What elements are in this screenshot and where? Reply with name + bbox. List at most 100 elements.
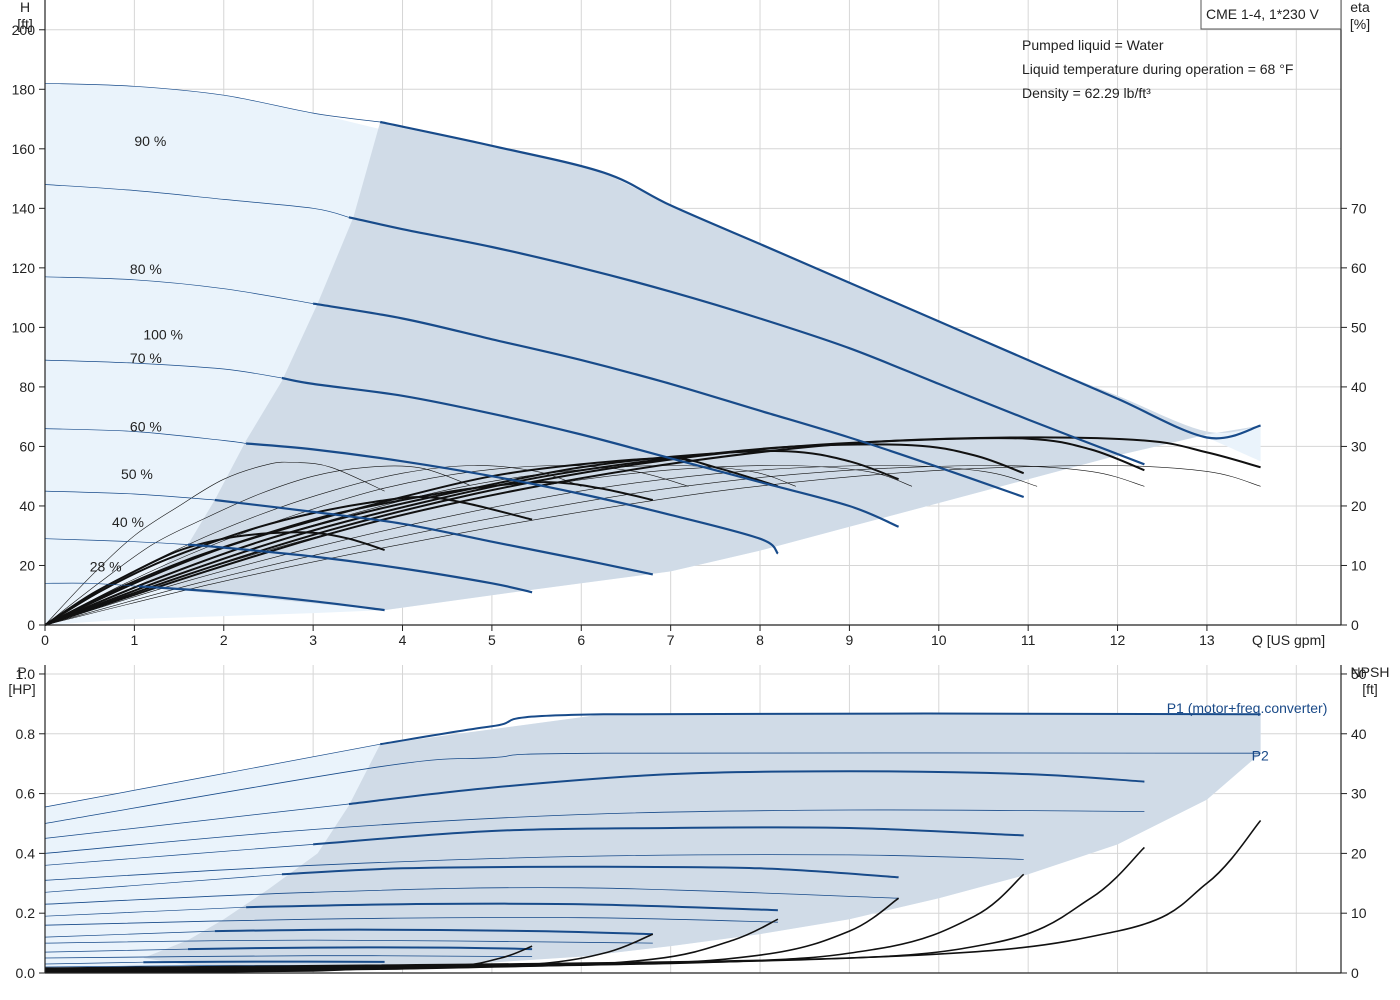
- bottom-right-ylabel-symbol: NPSH: [1351, 664, 1390, 680]
- head-curve-7: [187, 543, 533, 594]
- efficiency-curve-16: [44, 437, 1145, 626]
- xtick-label: 3: [309, 632, 317, 648]
- efficiency-curve-15: [44, 443, 1025, 626]
- top-right-ytick-label: 20: [1351, 498, 1367, 514]
- bottom-ytick-label: 1.0: [16, 666, 36, 682]
- top-ytick-label: 140: [12, 200, 36, 216]
- chart-title: CME 1-4, 1*230 V: [1206, 6, 1319, 22]
- efficiency-curve-13: [44, 457, 779, 626]
- p1-curve-8: [143, 960, 385, 964]
- p1-curve-thin-2: [44, 803, 349, 839]
- p2-curve-4: [44, 887, 899, 905]
- head-curve-2: [348, 216, 1145, 466]
- speed-label-7: 40 %: [112, 514, 144, 530]
- speed-label-4: 70 %: [130, 350, 162, 366]
- top-ylabel-unit: [ft]: [17, 16, 33, 32]
- speed-label-1: 100 %: [143, 326, 183, 342]
- top-right-ytick-label: 40: [1351, 379, 1367, 395]
- p2-curve-3: [44, 854, 1024, 881]
- npsh-curve-8: [44, 819, 1262, 969]
- head-curve-thin-7: [44, 538, 189, 545]
- top-ytick-label: 180: [12, 81, 36, 97]
- bottom-ytick-label: 0.8: [16, 726, 36, 742]
- head-curve-8: [138, 585, 385, 612]
- top-right-ylabel-unit: [%]: [1350, 16, 1370, 32]
- bottom-right-ytick-label: 30: [1351, 786, 1367, 802]
- p1-curve-thin-7: [44, 948, 189, 953]
- xtick-label: 7: [667, 632, 675, 648]
- power-series-label-2: P2: [1252, 748, 1269, 764]
- power-npsh-panel: P1 (motor+freq.converter) P2 0.0 0.2 0.4 0.6 0…: [16, 665, 1367, 981]
- head-curve-5: [246, 442, 779, 555]
- power-series-label-1: P1 (motor+freq.converter): [1167, 700, 1328, 716]
- p1-curve-thin-3: [44, 844, 314, 866]
- top-ytick-label: 160: [12, 141, 36, 157]
- title-box: [1200, 0, 1342, 30]
- speed-label-8: 28 %: [90, 558, 122, 574]
- top-ytick-label: 0: [27, 617, 35, 633]
- power-preferred-range-area: [143, 714, 1261, 971]
- bottom-right-ytick-label: 20: [1351, 845, 1367, 861]
- bottom-right-ytick-label: 10: [1351, 905, 1367, 921]
- bottom-ytick-label: 0.4: [16, 845, 36, 861]
- xtick-label: 0: [41, 632, 49, 648]
- head-curve-thin-8: [44, 582, 139, 587]
- top-ytick-label: 60: [19, 438, 35, 454]
- top-right-ytick-label: 30: [1351, 438, 1367, 454]
- top-right-ylabel-symbol: eta: [1350, 0, 1370, 15]
- efficiency-curve-14: [44, 449, 899, 626]
- efficiency-curve-2: [44, 465, 470, 626]
- speed-label-2: 90 %: [134, 133, 166, 149]
- xtick-label: 10: [931, 632, 947, 648]
- p2-curve-5: [44, 917, 778, 926]
- p1-curve-thin-4: [44, 873, 282, 893]
- top-right-ytick-label: 0: [1351, 617, 1359, 633]
- bottom-ylabel-unit: [HP]: [8, 681, 35, 697]
- top-ytick-label: 80: [19, 379, 35, 395]
- xtick-label: 12: [1110, 632, 1126, 648]
- xtick-label: 8: [756, 632, 764, 648]
- xtick-label: 11: [1021, 632, 1036, 648]
- xtick-label: 13: [1199, 632, 1215, 648]
- speed-label-3: 80 %: [130, 261, 162, 277]
- bottom-right-ytick-label: 40: [1351, 726, 1367, 742]
- head-curve-6: [214, 498, 654, 576]
- p1-curve-thin-6: [44, 930, 215, 938]
- p1-curve-thin-1: [44, 743, 381, 808]
- bottom-ylabel-symbol: P: [17, 664, 26, 680]
- p2-curve-2: [44, 809, 1145, 854]
- head-curve-thin-1: [44, 82, 381, 123]
- p1-curve-5: [246, 902, 778, 912]
- top-ylabel-symbol: H: [20, 0, 30, 15]
- bottom-right-ytick-label: 0: [1351, 965, 1359, 981]
- head-curve-thin-3: [44, 276, 314, 304]
- xtick-label: 5: [488, 632, 496, 648]
- bottom-ytick-label: 0.2: [16, 905, 36, 921]
- top-right-ytick-label: 50: [1351, 319, 1367, 335]
- p1-curve-2: [348, 770, 1145, 805]
- p1-curve-3: [313, 826, 1024, 846]
- xtick-label: 2: [220, 632, 228, 648]
- top-right-ytick-label: 60: [1351, 260, 1367, 276]
- bottom-right-ylabel-unit: [ft]: [1362, 681, 1378, 697]
- xtick-label: 1: [130, 632, 138, 648]
- head-curve-thin-4: [44, 359, 282, 379]
- head-curve-thin-6: [44, 490, 215, 501]
- p1-curve-4: [281, 865, 899, 879]
- top-right-ytick-label: 10: [1351, 557, 1367, 573]
- efficiency-curve-1: [44, 461, 385, 626]
- efficiency-curve-17: [44, 436, 1261, 626]
- x-axis-label: Q [US gpm]: [1252, 632, 1325, 648]
- head-curve-thin-5: [44, 428, 247, 444]
- annotation-liquid-temperature: Liquid temperature during operation = 68…: [1022, 61, 1293, 77]
- speed-label-5: 60 %: [130, 419, 162, 435]
- p2-curve-7: [44, 955, 533, 959]
- xtick-label: 6: [577, 632, 585, 648]
- top-ytick-label: 120: [12, 260, 36, 276]
- bottom-ytick-label: 0.6: [16, 786, 36, 802]
- bottom-ytick-label: 0.0: [16, 965, 36, 981]
- efficiency-curve-8: [44, 465, 1145, 626]
- head-curve-3: [312, 302, 1025, 499]
- head-curve-4: [281, 376, 900, 528]
